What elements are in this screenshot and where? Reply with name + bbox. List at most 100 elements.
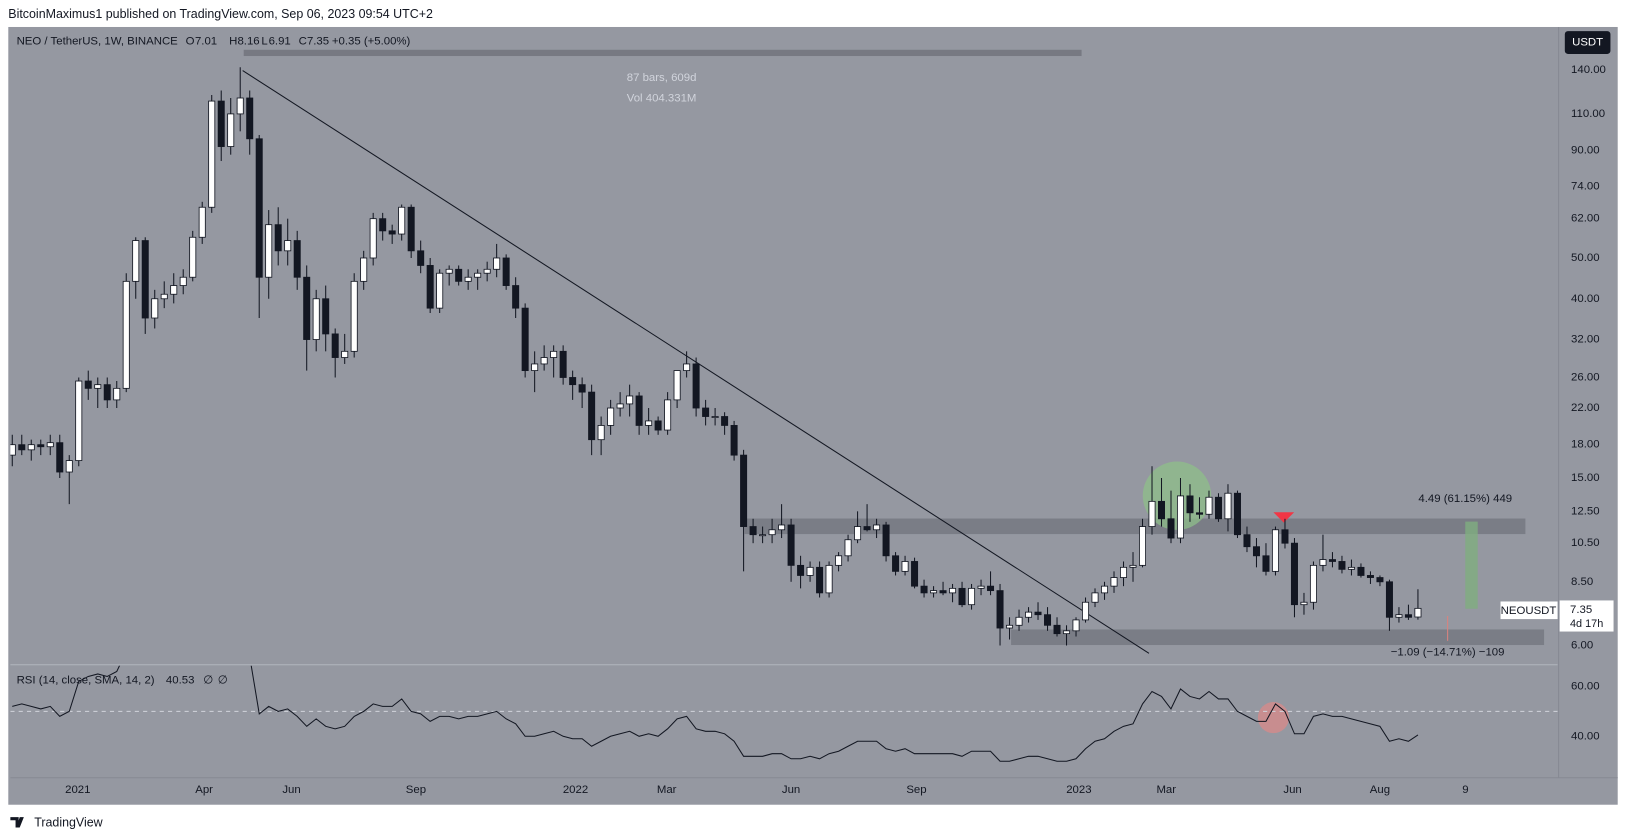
candle-body	[255, 138, 263, 278]
candle-body	[160, 293, 168, 300]
candle-body	[825, 564, 833, 594]
candle-body	[341, 350, 349, 358]
candle-body	[407, 206, 415, 252]
candle-body	[18, 444, 26, 451]
x-tick-label: Aug	[1370, 784, 1390, 796]
rsi-line	[12, 665, 1419, 762]
candle-body	[892, 555, 900, 572]
x-tick-label: 9	[1462, 784, 1468, 796]
candle-body	[1120, 566, 1128, 578]
candle-body	[863, 526, 871, 531]
candle-body	[502, 257, 510, 286]
low-value: 6.91	[269, 36, 291, 48]
candle-body	[721, 416, 729, 426]
y-tick-label: 140.00	[1571, 64, 1606, 76]
x-tick-label: Jun	[282, 784, 300, 796]
candle-body	[835, 555, 843, 566]
candle-body	[1309, 564, 1317, 603]
candle-body	[1252, 546, 1260, 557]
candle-body	[246, 97, 254, 140]
candle-body	[474, 272, 482, 278]
x-tick-label: 2021	[65, 784, 90, 796]
rsi-tick-label: 60.00	[1571, 680, 1600, 692]
long-position-text: 4.49 (61.15%) 449	[1418, 493, 1512, 505]
candle-body	[227, 113, 235, 147]
candle-body	[113, 387, 121, 401]
currency-label[interactable]: USDT	[1572, 37, 1603, 49]
candle-body	[322, 298, 330, 335]
x-tick-label: Sep	[406, 784, 426, 796]
candle-body	[607, 407, 615, 426]
y-tick-label: 10.50	[1571, 537, 1600, 549]
candle-body	[759, 534, 767, 537]
open-value: 7.01	[195, 36, 217, 48]
candle-body	[1214, 496, 1222, 520]
publisher-text: BitcoinMaximus1 published on TradingView…	[8, 7, 433, 21]
candle-body	[27, 444, 35, 451]
candle-body	[673, 370, 681, 401]
candle-body	[1328, 559, 1336, 562]
rejection-marker	[1273, 512, 1295, 523]
close-letter: C	[299, 36, 307, 48]
high-value: 8.16	[237, 36, 259, 48]
x-tick-label: 2022	[563, 784, 588, 796]
candle-body	[1395, 614, 1403, 618]
candle-body	[626, 395, 634, 405]
price-tag-countdown: 4d 17h	[1570, 618, 1603, 630]
candle-body	[1044, 614, 1052, 626]
candle-body	[388, 230, 396, 235]
candle-body	[711, 416, 719, 418]
candle-body	[968, 587, 976, 606]
candle-body	[1015, 616, 1023, 626]
measure-bar	[243, 49, 1082, 57]
candle-body	[426, 265, 434, 309]
candle-body	[312, 298, 320, 340]
candle-body	[930, 590, 938, 594]
candle-body	[122, 280, 130, 389]
x-tick-label: Mar	[1156, 784, 1176, 796]
low-letter: L	[261, 36, 267, 48]
currency-button[interactable]	[1564, 31, 1611, 54]
candle-body	[46, 442, 54, 448]
rsi-extra: ∅	[218, 674, 228, 686]
candle-body	[1376, 577, 1384, 583]
y-tick-label: 12.50	[1571, 505, 1600, 517]
brand-logo	[10, 817, 24, 828]
y-tick-label: 90.00	[1571, 145, 1600, 157]
candle-body	[369, 218, 377, 259]
rsi-tick-label: 40.00	[1571, 730, 1600, 742]
candle-body	[1366, 575, 1374, 578]
candle-body	[217, 100, 225, 147]
candle-body	[170, 285, 178, 295]
x-tick-label: Apr	[195, 784, 213, 796]
candle-body	[635, 395, 643, 426]
candle-body	[1091, 592, 1099, 603]
candle-body	[198, 206, 206, 238]
candle-body	[1271, 529, 1279, 572]
candle-body	[1300, 601, 1308, 606]
candle-body	[797, 564, 805, 576]
candle-body	[360, 257, 368, 282]
candle-body	[1186, 495, 1194, 514]
brand-name: TradingView	[34, 816, 103, 830]
candle-body	[730, 425, 738, 456]
candle-body	[84, 380, 92, 389]
y-tick-label: 8.50	[1571, 576, 1593, 588]
candle-body	[65, 460, 73, 473]
candle-body	[1338, 561, 1346, 570]
candle-body	[1195, 512, 1203, 515]
candle-body	[1082, 601, 1090, 621]
candle-body	[1404, 614, 1412, 618]
y-tick-label: 40.00	[1571, 293, 1600, 305]
x-tick-label: Jun	[782, 784, 800, 796]
symbol-tag	[1500, 601, 1558, 620]
candle-body	[1224, 492, 1232, 520]
candle-body	[1157, 500, 1166, 520]
y-tick-label: 18.00	[1571, 439, 1600, 451]
candle-body	[141, 240, 149, 319]
candle-body	[559, 350, 567, 378]
candle-body	[1281, 529, 1289, 544]
candle-body	[103, 384, 111, 401]
